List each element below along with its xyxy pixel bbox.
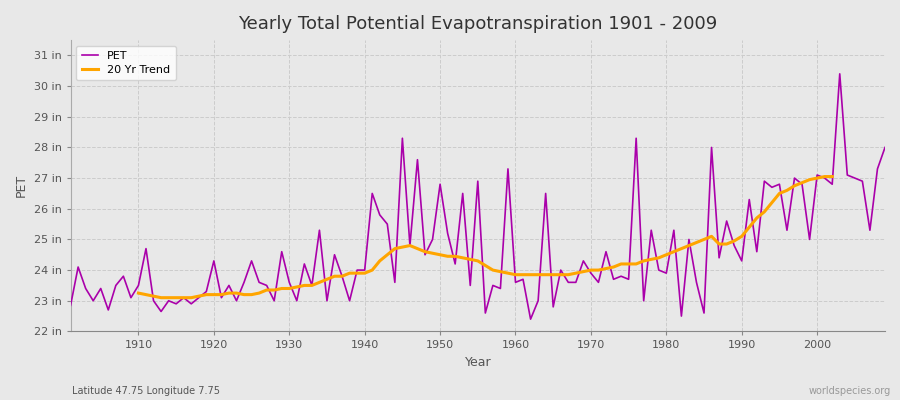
PET — [879, 145, 890, 150]
PET — [125, 295, 136, 300]
20 Yr Trend — [284, 286, 294, 291]
Legend: PET, 20 Yr Trend: PET, 20 Yr Trend — [76, 46, 176, 80]
20 Yr Trend — [133, 291, 144, 296]
Line: 20 Yr Trend: 20 Yr Trend — [139, 176, 832, 298]
Line: PET: PET — [70, 74, 885, 319]
PET — [65, 303, 76, 308]
20 Yr Trend — [623, 262, 634, 266]
PET — [608, 277, 619, 282]
Text: Latitude 47.75 Longitude 7.75: Latitude 47.75 Longitude 7.75 — [72, 386, 220, 396]
20 Yr Trend — [231, 291, 242, 296]
Y-axis label: PET: PET — [15, 174, 28, 197]
Text: worldspecies.org: worldspecies.org — [809, 386, 891, 396]
PET — [502, 166, 513, 171]
X-axis label: Year: Year — [464, 356, 491, 369]
Title: Yearly Total Potential Evapotranspiration 1901 - 2009: Yearly Total Potential Evapotranspiratio… — [238, 15, 717, 33]
PET — [834, 72, 845, 76]
20 Yr Trend — [691, 240, 702, 245]
PET — [292, 298, 302, 303]
20 Yr Trend — [819, 174, 830, 179]
20 Yr Trend — [488, 268, 499, 272]
PET — [337, 274, 347, 279]
PET — [526, 317, 536, 322]
20 Yr Trend — [254, 291, 265, 296]
20 Yr Trend — [156, 295, 166, 300]
PET — [510, 280, 521, 285]
20 Yr Trend — [827, 174, 838, 179]
